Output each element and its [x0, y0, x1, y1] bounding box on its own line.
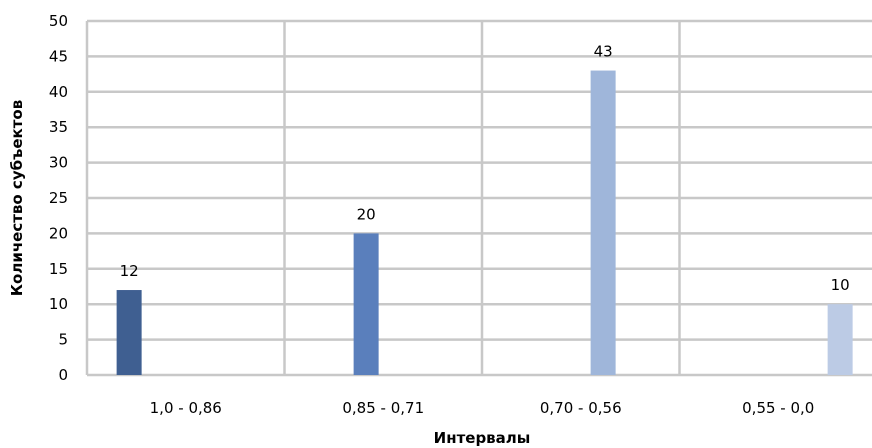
bar — [116, 290, 142, 375]
y-tick-labels: 0 5 10 15 20 25 30 35 40 45 50 — [49, 12, 68, 384]
y-tick-label: 0 — [58, 366, 68, 384]
y-tick-label: 5 — [58, 331, 68, 349]
data-label: 43 — [594, 43, 613, 61]
y-tick-label: 45 — [49, 47, 68, 65]
data-label: 10 — [831, 276, 850, 294]
data-label: 12 — [120, 262, 139, 280]
bar — [353, 233, 379, 375]
y-tick-label: 25 — [49, 189, 68, 207]
bars — [116, 70, 853, 375]
y-tick-label: 10 — [49, 295, 68, 313]
y-tick-label: 50 — [49, 12, 68, 30]
y-tick-label: 15 — [49, 260, 68, 278]
y-tick-label: 40 — [49, 83, 68, 101]
y-axis-title: Количество субъектов — [8, 100, 26, 296]
y-tick-label: 20 — [49, 224, 68, 242]
grid-lines — [85, 19, 872, 377]
y-tick-label: 35 — [49, 118, 68, 136]
x-tick-label: 1,0 - 0,86 — [150, 399, 222, 417]
data-labels: 12 20 43 10 — [120, 43, 850, 295]
x-tick-label: 0,85 - 0,71 — [342, 399, 424, 417]
x-tick-label: 0,70 - 0,56 — [540, 399, 622, 417]
x-tick-labels: 1,0 - 0,86 0,85 - 0,71 0,70 - 0,56 0,55 - 0… — [150, 399, 815, 417]
data-label: 20 — [357, 205, 376, 223]
bar — [827, 304, 853, 375]
x-tick-label: 0,55 - 0,0 — [742, 399, 814, 417]
x-axis-title: Интервалы — [434, 429, 531, 447]
y-tick-label: 30 — [49, 154, 68, 172]
bar — [590, 70, 616, 375]
